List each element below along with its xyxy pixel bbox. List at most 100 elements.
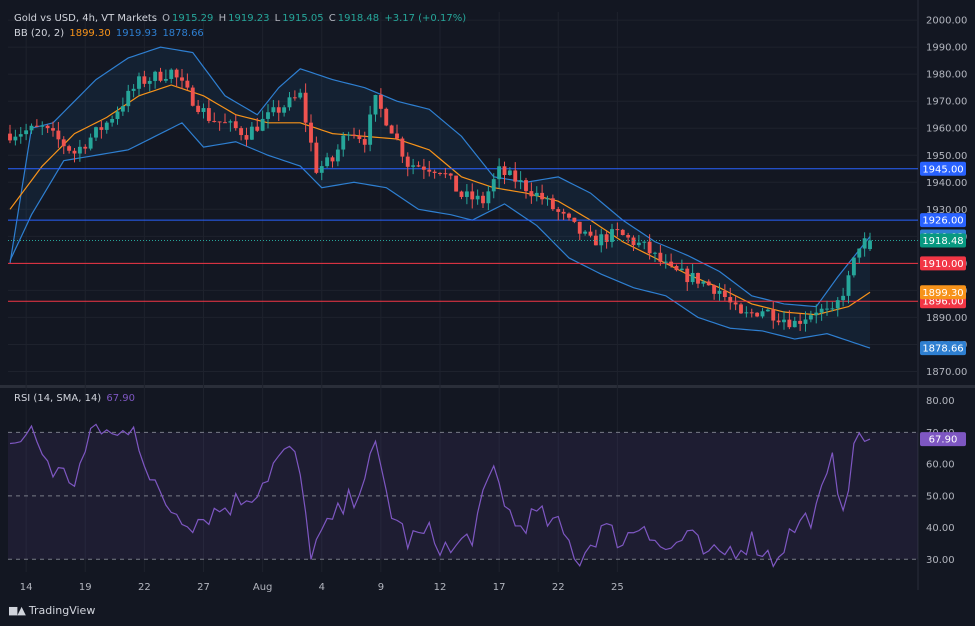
candle-body [808, 315, 813, 320]
high-value: 1919.23 [228, 13, 270, 24]
candle-body [217, 121, 222, 123]
candle-body [534, 192, 539, 197]
level-tag-bg [920, 213, 966, 228]
candle-body [223, 122, 227, 124]
candle-body [577, 221, 582, 234]
candle-body [88, 137, 93, 149]
candle-body [765, 309, 770, 312]
candle-body [792, 320, 797, 328]
candle-body [352, 134, 356, 136]
candle-body [857, 248, 862, 258]
candle-body [104, 122, 109, 130]
level-tag: 1926.00 [922, 216, 963, 227]
tradingview-logo-icon: ■▲ [8, 604, 26, 617]
candle-body [647, 241, 652, 254]
candle-body [427, 169, 432, 172]
candle-body [335, 149, 340, 162]
candle-body [803, 319, 808, 324]
candle-body [153, 71, 158, 81]
candle-body [615, 229, 620, 231]
candle-body [212, 120, 217, 122]
symbol-title: Gold vs USD, 4h, VT Markets [14, 13, 157, 24]
candle-body [373, 94, 378, 115]
indicator-tag: 1878.66 [922, 344, 963, 355]
candle-body [196, 105, 201, 112]
candle-body [40, 125, 45, 127]
candle-body [24, 130, 29, 135]
candle-body [180, 77, 184, 81]
candle-body [276, 107, 281, 113]
candle-body [83, 146, 88, 149]
candle-body [454, 175, 459, 192]
brand-name: TradingView [28, 604, 96, 617]
candle-body [712, 285, 717, 294]
price-tick-label: 1970.00 [926, 97, 967, 108]
candle-body [169, 69, 174, 79]
candle-body [142, 76, 147, 84]
price-tick-label: 1870.00 [926, 367, 967, 378]
price-tick-label: 1960.00 [926, 124, 967, 135]
candle-body [706, 281, 711, 286]
candle-body [131, 88, 136, 91]
candle-body [669, 261, 674, 266]
x-tick-label: 19 [79, 582, 92, 593]
candle-body [782, 319, 786, 323]
candle-body [77, 146, 82, 154]
candle-body [438, 172, 442, 174]
candle-body [174, 69, 179, 78]
candle-body [94, 127, 98, 138]
level-tag-bg [920, 161, 966, 176]
indicator-tag: 1899.30 [922, 288, 963, 299]
candle-body [314, 142, 319, 173]
candle-body [572, 217, 577, 222]
candle-body [851, 257, 856, 276]
level-tag: 1910.00 [922, 259, 963, 270]
rsi-last-tag: 67.90 [929, 435, 958, 446]
low-value: 1915.05 [282, 13, 324, 24]
price-tick-label: 1890.00 [926, 313, 967, 324]
low-label: L [274, 13, 281, 24]
candle-body [244, 135, 249, 140]
candle-body [862, 238, 867, 249]
rsi-tick-label: 80.00 [926, 396, 955, 407]
candle-body [567, 213, 571, 218]
candle-body [830, 308, 835, 310]
candle-body [319, 166, 324, 173]
candle-body [760, 311, 765, 317]
brand[interactable]: ■▲ TradingView [8, 604, 95, 617]
candle-body [620, 229, 625, 236]
candle-body [309, 122, 313, 143]
rsi-legend: RSI (14, SMA, 14) 67.90 [14, 393, 137, 404]
bb-legend: BB (20, 2) 1899.30 1919.93 1878.66 [14, 28, 206, 39]
open-label: O [162, 13, 171, 24]
candle-body [158, 71, 163, 81]
candle-body [507, 170, 512, 176]
candle-body [550, 198, 555, 210]
candle-body [755, 312, 760, 317]
candle-body [56, 130, 61, 140]
candle-body [206, 108, 211, 121]
candle-body [67, 146, 72, 151]
candle-body [400, 138, 405, 157]
candle-body [61, 139, 66, 147]
price-tick-label: 1980.00 [926, 70, 967, 81]
candle-body [583, 231, 588, 234]
rsi-tick-label: 50.00 [926, 491, 955, 502]
candle-body [626, 235, 631, 238]
candle-body [292, 97, 297, 99]
candle-body [518, 180, 523, 182]
x-tick-label: Aug [253, 582, 273, 593]
candle-body [421, 166, 426, 170]
candle-body [362, 139, 367, 145]
indicator-tag-bg [920, 341, 966, 356]
x-tick-label: 27 [197, 582, 210, 593]
indicator-tag-bg [920, 285, 966, 300]
candle-body [835, 300, 840, 309]
candle-body [330, 157, 335, 162]
candle-body [491, 179, 496, 192]
rsi-tick-label: 60.00 [926, 460, 955, 471]
candle-body [298, 92, 303, 98]
candle-body [679, 268, 684, 271]
candle-body [190, 87, 195, 106]
